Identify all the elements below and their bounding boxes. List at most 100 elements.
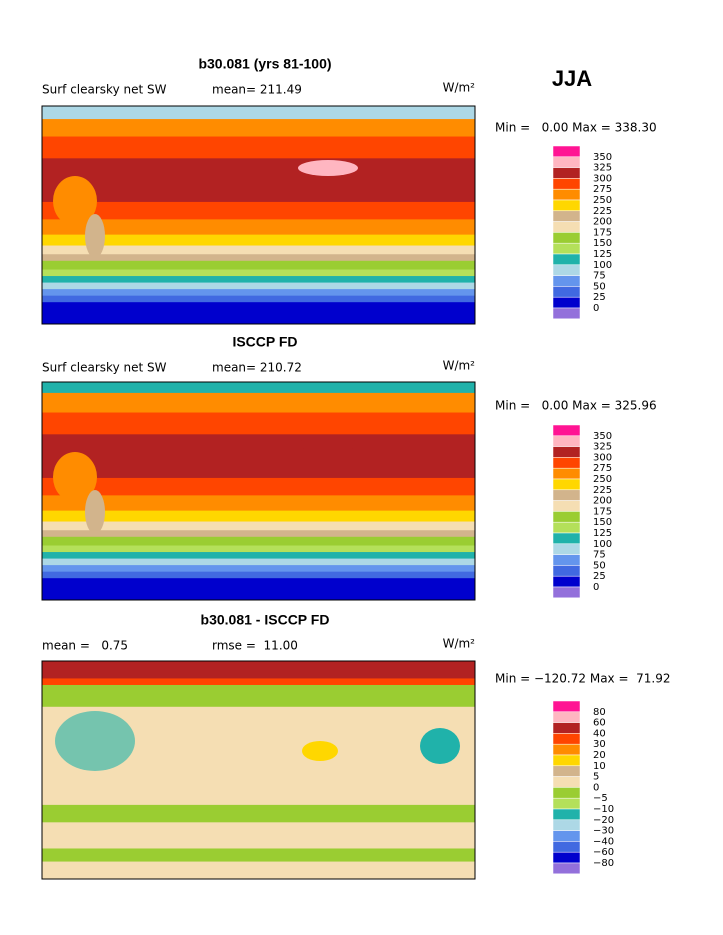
season-label: JJA bbox=[552, 66, 592, 91]
colorbar-box bbox=[552, 188, 581, 201]
colorbar-box bbox=[552, 862, 581, 875]
panel-title: ISCCP FD bbox=[232, 334, 297, 350]
colorbar-box bbox=[552, 264, 581, 276]
colorbar-label: 25 bbox=[593, 571, 606, 582]
map-band bbox=[42, 276, 475, 284]
map-feature bbox=[302, 741, 338, 761]
map-band bbox=[42, 234, 475, 247]
colorbar-box bbox=[552, 424, 581, 437]
colorbar-box bbox=[552, 167, 581, 179]
map-band bbox=[42, 106, 475, 120]
panel: ISCCP FD Surf clearsky net SW mean= 210.72… bbox=[41, 334, 657, 601]
colorbar-label: 125 bbox=[593, 249, 612, 260]
colorbar-box bbox=[552, 743, 581, 756]
units: W/m² bbox=[443, 359, 476, 373]
colorbar-box bbox=[552, 586, 581, 599]
map-band bbox=[42, 289, 475, 297]
colorbar-label: 100 bbox=[593, 539, 612, 550]
colorbar-label: 350 bbox=[593, 152, 612, 163]
map-band bbox=[42, 558, 475, 566]
colorbar-box bbox=[552, 776, 581, 788]
colorbar-label: −60 bbox=[593, 847, 614, 858]
colorbar-label: 60 bbox=[593, 718, 606, 729]
map bbox=[41, 105, 476, 325]
map-band bbox=[42, 678, 475, 686]
map-band bbox=[42, 495, 475, 512]
map-band bbox=[42, 861, 475, 880]
map-band bbox=[42, 302, 475, 325]
units: W/m² bbox=[443, 81, 476, 95]
colorbar-box bbox=[552, 221, 581, 233]
colorbar-label: −80 bbox=[593, 858, 614, 869]
colorbar-box bbox=[552, 554, 581, 566]
map-band bbox=[42, 536, 475, 546]
map-band bbox=[42, 382, 475, 394]
map bbox=[41, 381, 476, 601]
colorbar-label: 50 bbox=[593, 281, 606, 292]
map-band bbox=[42, 578, 475, 601]
colorbar-box bbox=[552, 722, 581, 734]
range-text: Min = −120.72 Max = 71.92 bbox=[495, 672, 671, 686]
colorbar-label: 10 bbox=[593, 761, 606, 772]
left-label: Surf clearsky net SW bbox=[42, 361, 167, 375]
colorbar-label: 75 bbox=[593, 550, 606, 561]
map-feature bbox=[85, 214, 105, 258]
colorbar-label: 50 bbox=[593, 560, 606, 571]
map-band bbox=[42, 201, 475, 220]
colorbar-box bbox=[552, 543, 581, 555]
colorbar-box bbox=[552, 275, 581, 287]
map-band bbox=[42, 282, 475, 290]
map bbox=[41, 660, 476, 880]
colorbar-box bbox=[552, 851, 581, 864]
map-feature bbox=[55, 711, 135, 771]
colorbar-label: 350 bbox=[593, 431, 612, 442]
map-feature bbox=[298, 160, 358, 176]
colorbar-box bbox=[552, 511, 581, 523]
colorbar-box bbox=[552, 754, 581, 767]
colorbar-label: 20 bbox=[593, 750, 606, 761]
colorbar-label: 40 bbox=[593, 728, 606, 739]
map-band bbox=[42, 158, 475, 203]
colorbar-box bbox=[552, 478, 581, 491]
left-label: mean = 0.75 bbox=[42, 639, 128, 653]
map-frame bbox=[41, 105, 476, 325]
range-text: Min = 0.00 Max = 325.96 bbox=[495, 399, 657, 413]
left-label: Surf clearsky net SW bbox=[42, 83, 167, 97]
colorbar-label: 150 bbox=[593, 238, 612, 249]
map-feature bbox=[53, 176, 97, 226]
colorbar-box bbox=[552, 242, 581, 255]
panel-title: b30.081 (yrs 81-100) bbox=[198, 56, 331, 72]
colorbar-box bbox=[552, 532, 581, 545]
map-band bbox=[42, 119, 475, 138]
colorbar-box bbox=[552, 145, 581, 158]
map-band bbox=[42, 804, 475, 823]
colorbar-label: 125 bbox=[593, 528, 612, 539]
colorbar-label: 0 bbox=[593, 782, 599, 793]
colorbar-label: 300 bbox=[593, 173, 612, 184]
map-band bbox=[42, 510, 475, 523]
colorbar-label: 275 bbox=[593, 184, 612, 195]
map-band bbox=[42, 661, 475, 679]
map-band bbox=[42, 848, 475, 863]
panel: b30.081 - ISCCP FD mean = 0.75 rmse = 11.0… bbox=[41, 612, 671, 880]
map-band bbox=[42, 822, 475, 849]
map-feature bbox=[298, 436, 358, 452]
map-band bbox=[42, 254, 475, 262]
map-band bbox=[42, 219, 475, 236]
map-band bbox=[42, 412, 475, 435]
colorbar-label: 225 bbox=[593, 206, 612, 217]
map-band bbox=[42, 295, 475, 303]
colorbar-box bbox=[552, 700, 581, 713]
colorbar-box bbox=[552, 489, 581, 501]
range-text: Min = 0.00 Max = 338.30 bbox=[495, 121, 657, 135]
colorbar-label: −30 bbox=[593, 826, 614, 837]
colorbar-label: −40 bbox=[593, 836, 614, 847]
map-band bbox=[42, 521, 475, 531]
colorbar-box bbox=[552, 711, 581, 723]
colorbar-box bbox=[552, 457, 581, 469]
colorbar-box bbox=[552, 446, 581, 458]
colorbar-label: 175 bbox=[593, 227, 612, 238]
map-band bbox=[42, 530, 475, 538]
map-band bbox=[42, 477, 475, 496]
